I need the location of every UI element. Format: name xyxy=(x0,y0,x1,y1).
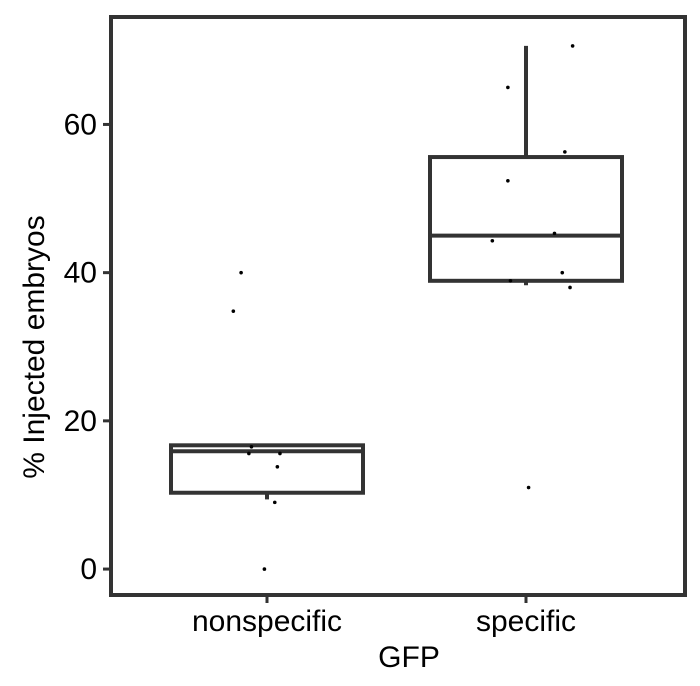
box-body xyxy=(428,155,624,283)
data-point xyxy=(508,279,513,283)
data-point xyxy=(563,150,567,154)
x-tick-label: specific xyxy=(476,605,576,638)
data-point xyxy=(570,44,575,48)
data-point xyxy=(249,444,254,449)
box-body xyxy=(169,443,365,495)
data-point xyxy=(526,485,531,490)
data-point xyxy=(568,285,572,290)
data-point xyxy=(231,309,236,313)
y-tick-label: 20 xyxy=(64,405,97,438)
data-point xyxy=(552,231,557,236)
plot-area xyxy=(109,15,687,597)
data-point xyxy=(490,238,495,243)
data-point xyxy=(506,178,510,183)
y-tick-label: 60 xyxy=(64,108,97,141)
data-point xyxy=(239,270,243,275)
box-specific xyxy=(428,45,624,286)
data-point xyxy=(262,567,267,571)
x-axis-title: GFP xyxy=(378,641,440,674)
data-point xyxy=(506,85,510,90)
axis-ticks: 0 20 40 60 nonspecific specific xyxy=(64,108,576,638)
data-point xyxy=(278,451,282,456)
data-point xyxy=(272,500,277,505)
plot-frame xyxy=(109,15,687,597)
data-point xyxy=(275,465,280,469)
y-axis-title: % Injected embryos xyxy=(18,215,51,478)
box-nonspecific xyxy=(169,443,365,500)
x-tick-label: nonspecific xyxy=(192,605,342,638)
data-point xyxy=(247,451,251,456)
data-point xyxy=(560,270,565,275)
y-tick-label: 0 xyxy=(80,553,97,586)
y-tick-label: 40 xyxy=(64,257,97,290)
